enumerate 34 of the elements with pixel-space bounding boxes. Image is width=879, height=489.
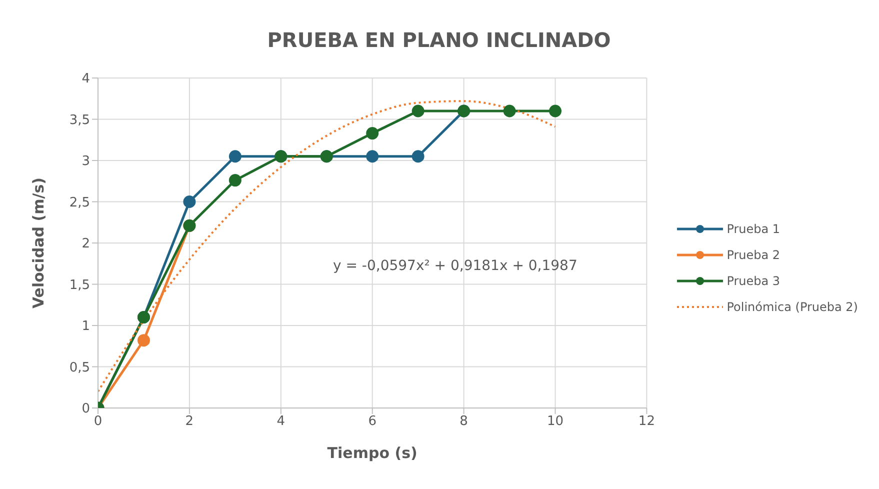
legend-label: Prueba 1 bbox=[726, 222, 780, 236]
x-tick-label: 12 bbox=[638, 414, 655, 430]
annotation: y = -0,0597x² + 0,9181x + 0,1987 bbox=[333, 258, 578, 274]
legend-label: Polinómica (Prueba 2) bbox=[726, 300, 858, 314]
y-tick-label: 3,5 bbox=[69, 112, 90, 128]
point bbox=[412, 150, 424, 163]
y-tick-label: 1,5 bbox=[69, 278, 90, 293]
x-tick-label: 6 bbox=[368, 414, 376, 430]
point bbox=[412, 104, 424, 118]
point bbox=[549, 104, 562, 118]
chart-title: PRUEBA EN PLANO INCLINADO bbox=[266, 27, 612, 54]
point bbox=[183, 196, 196, 208]
point bbox=[228, 174, 242, 187]
y-tick-label: 3 bbox=[82, 154, 90, 170]
point bbox=[228, 150, 242, 163]
y-tick-label: 2,5 bbox=[69, 195, 90, 210]
x-tick-label: 4 bbox=[276, 414, 286, 430]
point bbox=[366, 127, 379, 140]
y-tick-label: 4 bbox=[82, 72, 90, 87]
x-tick-label: 2 bbox=[185, 414, 194, 430]
y-tick-label: 2 bbox=[82, 236, 90, 252]
y-tick-label: 0 bbox=[82, 402, 90, 417]
point bbox=[137, 334, 150, 347]
y-axis-title: Velocidad (m/s) bbox=[29, 177, 48, 309]
y-tick-label: 1 bbox=[82, 319, 90, 334]
legend-label: Prueba 2 bbox=[726, 248, 780, 262]
point bbox=[366, 150, 379, 163]
legend-label: Prueba 3 bbox=[726, 274, 780, 288]
x-tick-label: 8 bbox=[460, 414, 468, 430]
y-tick-label: 0,5 bbox=[69, 360, 90, 376]
x-tick-label: 10 bbox=[546, 414, 564, 430]
x-axis-title: Tiempo (s) bbox=[327, 444, 418, 462]
point bbox=[503, 104, 516, 118]
x-tick-label: 0 bbox=[94, 414, 102, 430]
